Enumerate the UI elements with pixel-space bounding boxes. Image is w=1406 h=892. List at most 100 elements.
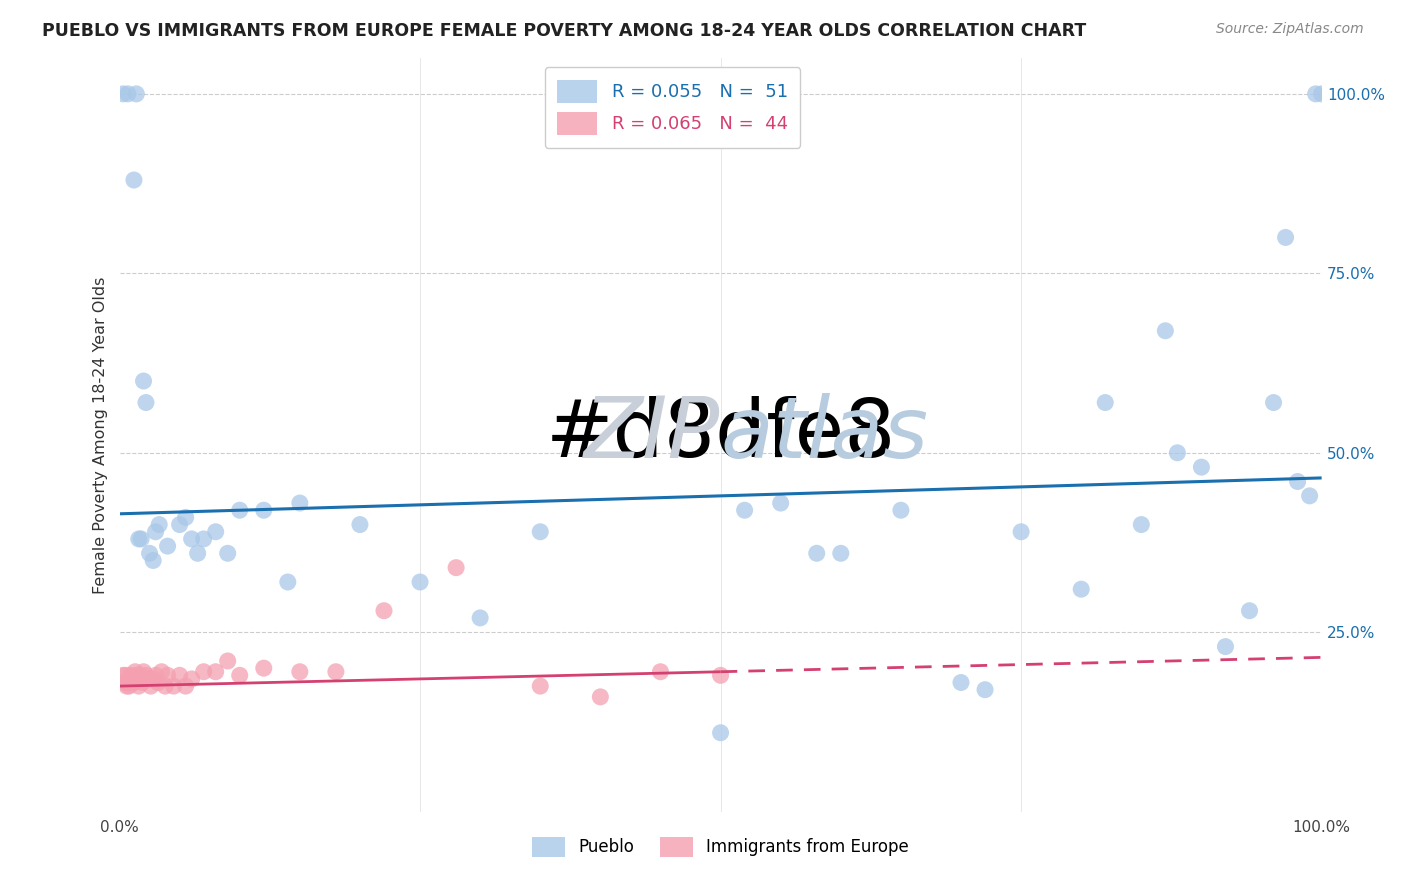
Point: [709, 668, 731, 682]
Point: [128, 679, 150, 693]
Point: [129, 668, 152, 682]
Legend: Pueblo, Immigrants from Europe: Pueblo, Immigrants from Europe: [526, 830, 915, 863]
Point: [409, 574, 432, 589]
Point: [145, 524, 167, 539]
Point: [115, 679, 138, 693]
Point: [325, 665, 347, 679]
Point: [187, 546, 209, 560]
Point: [529, 679, 551, 693]
Point: [288, 496, 311, 510]
Point: [169, 668, 191, 682]
Point: [830, 546, 852, 560]
Point: [806, 546, 828, 560]
Point: [217, 654, 239, 668]
Point: [114, 668, 136, 682]
Point: [121, 675, 143, 690]
Point: [132, 374, 155, 388]
Point: [1070, 582, 1092, 597]
Point: [142, 672, 165, 686]
Point: [228, 668, 252, 682]
Point: [135, 395, 157, 409]
Point: [121, 672, 143, 686]
Point: [253, 661, 276, 675]
Point: [1310, 87, 1333, 101]
Point: [1263, 395, 1285, 409]
Point: [1130, 517, 1153, 532]
Point: [650, 665, 672, 679]
Point: [117, 87, 139, 101]
Point: [949, 675, 972, 690]
Point: [1286, 475, 1309, 489]
Point: [112, 87, 135, 101]
Point: [169, 517, 191, 532]
Point: [228, 503, 252, 517]
Point: [1298, 489, 1320, 503]
Point: [124, 665, 146, 679]
Point: [142, 553, 165, 567]
Point: [156, 539, 179, 553]
Point: [139, 679, 162, 693]
Point: [589, 690, 612, 704]
Point: [162, 679, 184, 693]
Point: [131, 675, 153, 690]
Point: [132, 665, 155, 679]
Point: [204, 665, 226, 679]
Text: ZIP: ZIP: [585, 393, 720, 476]
Point: [1274, 230, 1296, 244]
Point: [1154, 324, 1177, 338]
Point: [193, 532, 215, 546]
Point: [150, 665, 173, 679]
Point: [1239, 604, 1261, 618]
Point: [135, 668, 157, 682]
Point: [1189, 460, 1212, 475]
Point: [156, 668, 179, 682]
Point: [373, 604, 395, 618]
Point: [112, 668, 135, 682]
Point: [277, 574, 299, 589]
Point: [129, 532, 152, 546]
Point: [174, 679, 197, 693]
Point: [125, 668, 148, 682]
Point: [122, 675, 145, 690]
Point: [129, 672, 152, 686]
Point: [253, 503, 276, 517]
Point: [288, 665, 311, 679]
Point: [444, 560, 467, 574]
Point: [974, 682, 997, 697]
Point: [709, 725, 731, 739]
Text: PUEBLO VS IMMIGRANTS FROM EUROPE FEMALE POVERTY AMONG 18-24 YEAR OLDS CORRELATIO: PUEBLO VS IMMIGRANTS FROM EUROPE FEMALE …: [42, 22, 1087, 40]
Point: [1010, 524, 1032, 539]
Point: [1305, 87, 1327, 101]
Point: [138, 672, 160, 686]
Point: [153, 679, 176, 693]
Point: [122, 173, 145, 187]
Point: [890, 503, 912, 517]
Point: [117, 675, 139, 690]
Point: [125, 87, 148, 101]
Point: [193, 665, 215, 679]
Point: [1094, 395, 1116, 409]
Point: [1166, 446, 1188, 460]
Point: [769, 496, 792, 510]
Point: [138, 546, 160, 560]
Point: [217, 546, 239, 560]
Point: [112, 675, 135, 690]
Point: [128, 532, 150, 546]
Point: [127, 672, 149, 686]
Text: #d8dfe8: #d8dfe8: [546, 396, 896, 474]
Point: [118, 679, 141, 693]
Point: [120, 668, 142, 682]
Point: [468, 611, 492, 625]
Point: [180, 672, 202, 686]
Point: [529, 524, 551, 539]
Point: [204, 524, 226, 539]
Point: [180, 532, 202, 546]
Text: Source: ZipAtlas.com: Source: ZipAtlas.com: [1216, 22, 1364, 37]
Text: atlas: atlas: [720, 393, 928, 476]
Point: [148, 517, 170, 532]
Point: [1215, 640, 1237, 654]
Point: [349, 517, 371, 532]
Point: [145, 668, 167, 682]
Point: [734, 503, 756, 517]
Point: [146, 675, 169, 690]
